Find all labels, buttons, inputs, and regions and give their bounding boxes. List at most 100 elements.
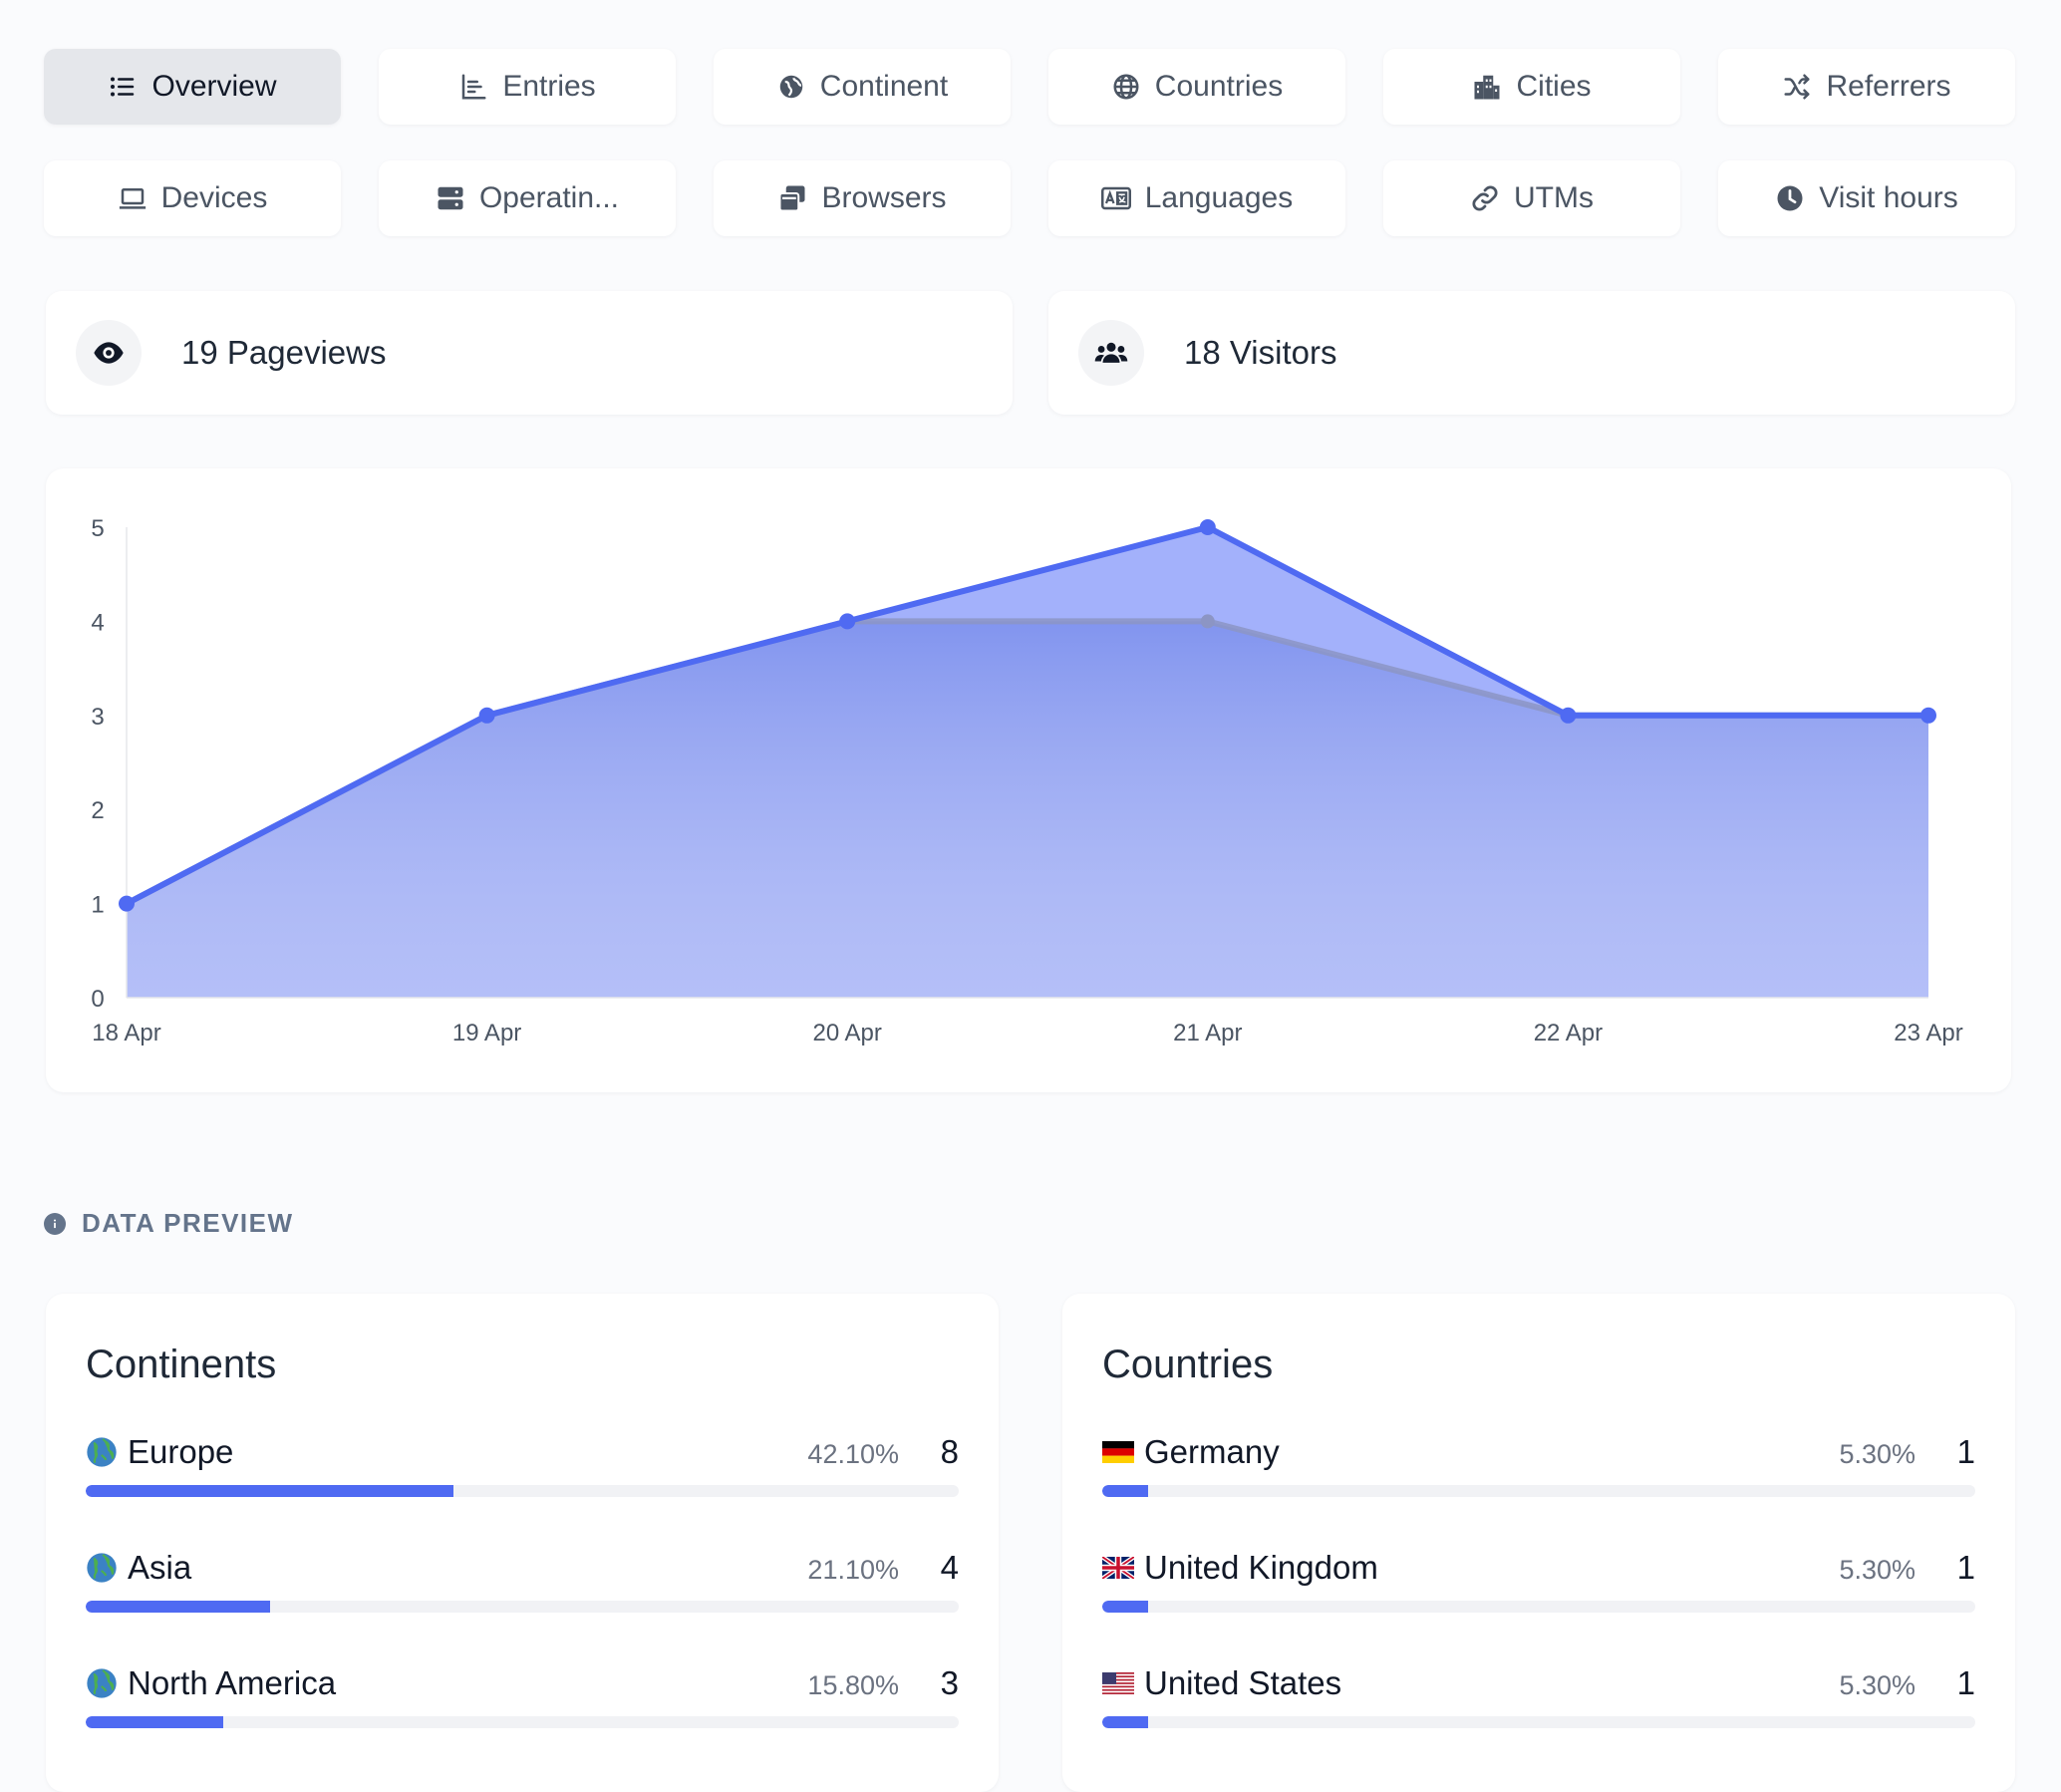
tab-label: Referrers: [1826, 70, 1951, 103]
x-tick-label: 19 Apr: [452, 1020, 521, 1046]
continents-title: Continents: [86, 1343, 277, 1386]
globe-icon: [1111, 72, 1141, 102]
pageviews-count: 19 Pageviews: [181, 334, 387, 371]
series-1-point: [1920, 707, 1936, 724]
laptop-icon: [118, 183, 147, 213]
windows-stack-icon: [777, 183, 807, 213]
series-1-point: [1560, 707, 1577, 724]
tab-label: Overview: [151, 70, 277, 103]
tab-label: Cities: [1516, 70, 1592, 103]
series-2-point: [1200, 614, 1215, 629]
tab-browsers[interactable]: Browsers: [714, 160, 1011, 236]
tab-label: Browsers: [821, 181, 947, 214]
tab-operating-systems[interactable]: Operatin...: [379, 160, 676, 236]
progress-fill: [86, 1485, 453, 1497]
item-name-wrap: Europe: [86, 1433, 233, 1471]
visitors-count: 18 Visitors: [1184, 334, 1337, 371]
item-name-wrap: Germany: [1102, 1433, 1280, 1471]
eye-icon: [76, 320, 142, 386]
list-item[interactable]: Europe 42.10% 8: [86, 1395, 959, 1511]
tab-devices[interactable]: Devices: [44, 160, 341, 236]
list-item[interactable]: Asia 21.10% 4: [86, 1511, 959, 1627]
data-preview-heading: DATA PREVIEW: [44, 1208, 294, 1239]
tab-utms[interactable]: UTMs: [1383, 160, 1680, 236]
tab-countries[interactable]: Countries: [1048, 49, 1345, 125]
clock-icon: [1775, 183, 1805, 213]
x-tick-label: 18 Apr: [92, 1020, 160, 1046]
item-name: United Kingdom: [1144, 1549, 1378, 1586]
globe-icon: [86, 1436, 118, 1468]
y-tick-label: 1: [91, 892, 104, 919]
tab-entries[interactable]: Entries: [379, 49, 676, 125]
item-count: 4: [940, 1549, 959, 1586]
item-percentage: 5.30%: [1839, 1555, 1915, 1585]
tab-label: Operatin...: [478, 181, 620, 214]
progress-fill: [1102, 1601, 1149, 1613]
pageviews-card: 19 Pageviews: [46, 291, 1013, 415]
tab-label: Entries: [502, 70, 596, 103]
info-icon: [44, 1212, 66, 1235]
tab-languages[interactable]: Languages: [1048, 160, 1345, 236]
item-count: 1: [1956, 1433, 1975, 1470]
item-percentage: 42.10%: [807, 1439, 899, 1469]
item-name: Europe: [128, 1433, 234, 1470]
item-name: Germany: [1144, 1433, 1280, 1470]
progress-fill: [1102, 1716, 1149, 1728]
list-item[interactable]: United Kingdom 5.30% 1: [1102, 1511, 1975, 1627]
item-name: Asia: [128, 1549, 192, 1586]
y-tick-label: 4: [91, 609, 104, 636]
globe-icon: [86, 1667, 118, 1699]
series-1-point: [1199, 519, 1216, 535]
progress-track: [1102, 1716, 1975, 1728]
item-name-wrap: Asia: [86, 1549, 191, 1587]
earth-icon: [776, 72, 806, 102]
y-tick-label: 2: [91, 797, 104, 824]
progress-track: [86, 1485, 959, 1497]
link-icon: [1470, 183, 1500, 213]
list-item[interactable]: United States 5.30% 1: [1102, 1627, 1975, 1742]
x-tick-label: 21 Apr: [1173, 1020, 1242, 1046]
item-percentage: 15.80%: [807, 1670, 899, 1700]
series-1-point: [839, 613, 856, 630]
countries-panel: Countries Germany 5.30% 1 United Kingdom 5.3…: [1062, 1294, 2015, 1792]
users-icon: [1078, 320, 1144, 386]
item-count: 3: [940, 1664, 959, 1701]
item-percentage: 21.10%: [807, 1555, 899, 1585]
tab-label: Visit hours: [1819, 181, 1958, 214]
item-name: North America: [128, 1664, 337, 1701]
item-count: 1: [1956, 1549, 1975, 1586]
gb-flag-icon: [1102, 1557, 1134, 1579]
city-icon: [1472, 72, 1502, 102]
chart-svg: 0 1 2 3 4 5 18 Apr 19 Apr 20 Apr 21 Apr 22 Apr 23 A…: [91, 515, 1962, 1046]
list-item[interactable]: Germany 5.30% 1: [1102, 1395, 1975, 1511]
y-tick-label: 3: [91, 704, 104, 731]
tab-referrers[interactable]: Referrers: [1718, 49, 2015, 125]
item-name-wrap: United Kingdom: [1102, 1549, 1378, 1587]
tab-overview[interactable]: Overview: [44, 49, 341, 125]
item-name-wrap: North America: [86, 1664, 336, 1702]
x-tick-label: 22 Apr: [1534, 1020, 1603, 1046]
item-count: 8: [940, 1433, 959, 1470]
progress-track: [1102, 1485, 1975, 1497]
server-icon: [436, 183, 465, 213]
tab-label: UTMs: [1514, 181, 1594, 214]
list-icon: [108, 72, 138, 102]
shuffle-icon: [1782, 72, 1812, 102]
y-tick-label: 5: [91, 515, 104, 542]
globe-icon: [86, 1552, 118, 1584]
list-item[interactable]: North America 15.80% 3: [86, 1627, 959, 1742]
item-percentage: 5.30%: [1839, 1670, 1915, 1700]
item-name-wrap: United States: [1102, 1664, 1341, 1702]
us-flag-icon: [1102, 1672, 1134, 1694]
pageviews-chart: 0 1 2 3 4 5 18 Apr 19 Apr 20 Apr 21 Apr 22 Apr 23 A…: [46, 468, 2011, 1092]
continents-panel: Continents Europe 42.10% 8 Asia 21.10% 4 North…: [46, 1294, 999, 1792]
item-name: United States: [1144, 1664, 1342, 1701]
progress-track: [86, 1716, 959, 1728]
countries-title: Countries: [1102, 1343, 1274, 1386]
tab-label: Countries: [1154, 70, 1284, 103]
progress-fill: [86, 1601, 270, 1613]
tab-visit-hours[interactable]: Visit hours: [1718, 160, 2015, 236]
tab-cities[interactable]: Cities: [1383, 49, 1680, 125]
tab-continent[interactable]: Continent: [714, 49, 1011, 125]
series-1-line: [125, 524, 1928, 907]
